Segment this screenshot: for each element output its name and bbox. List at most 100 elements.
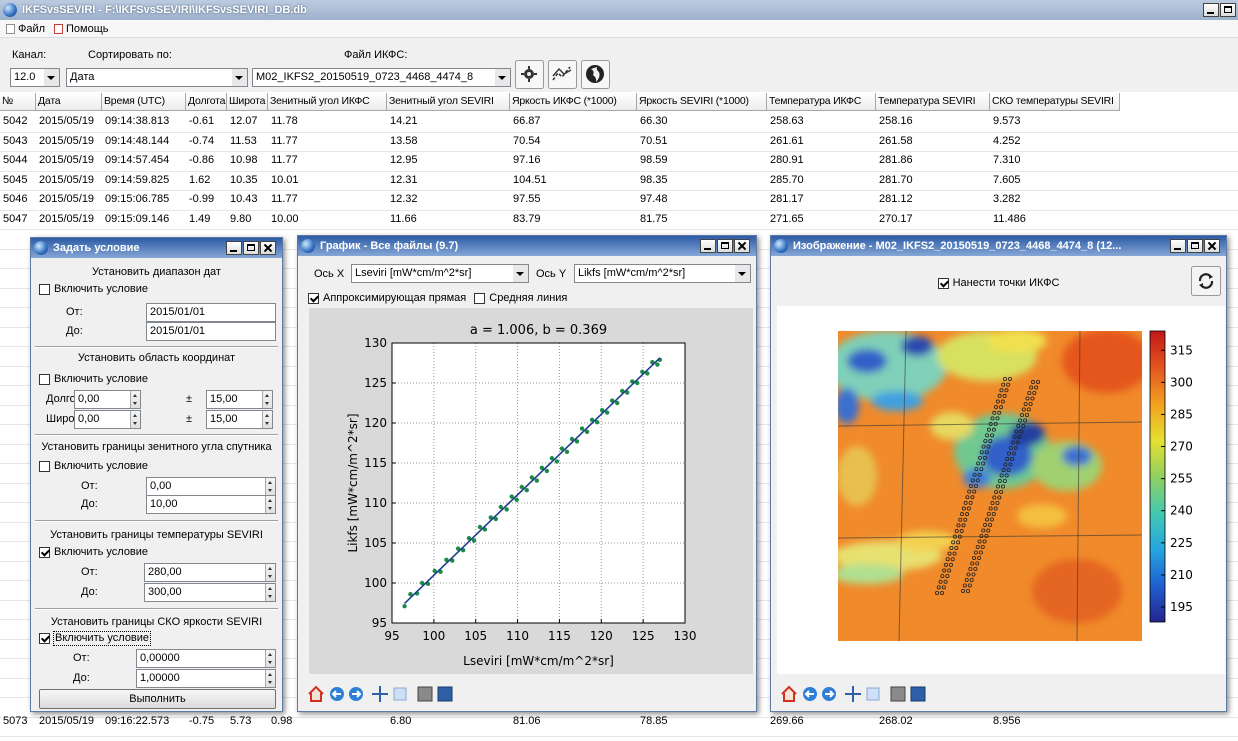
- configure-button[interactable]: [891, 687, 905, 701]
- home-button[interactable]: [309, 687, 323, 701]
- checkbox[interactable]: [39, 374, 50, 385]
- checkbox-label[interactable]: Включить условие: [54, 373, 148, 386]
- close-button[interactable]: [1204, 239, 1220, 253]
- window-title: График - Все файлы (9.7): [320, 239, 696, 253]
- table-cell: 2015/05/19: [39, 132, 102, 151]
- home-button[interactable]: [782, 687, 796, 701]
- checkbox[interactable]: [474, 293, 485, 304]
- spinner[interactable]: [265, 564, 275, 581]
- spinner[interactable]: [265, 670, 275, 687]
- checkbox[interactable]: [308, 293, 319, 304]
- minimize-button[interactable]: [700, 239, 716, 253]
- pan-button[interactable]: [372, 686, 388, 702]
- x-tick-label: 130: [674, 629, 697, 643]
- checkbox[interactable]: [39, 461, 50, 472]
- colorbar: [1150, 331, 1165, 622]
- menu-item[interactable]: Файл: [18, 22, 45, 36]
- scatter-point: [525, 488, 529, 492]
- save-button[interactable]: [911, 687, 925, 701]
- input[interactable]: 280,00: [144, 563, 276, 582]
- settings-button[interactable]: [515, 60, 544, 89]
- input[interactable]: 15,00: [206, 390, 273, 409]
- field-label: От:: [81, 479, 98, 493]
- spinner[interactable]: [130, 411, 140, 428]
- pan-button[interactable]: [845, 686, 861, 702]
- input[interactable]: 2015/01/01: [146, 322, 276, 341]
- scatter-point: [504, 507, 508, 511]
- cloud: [835, 388, 859, 424]
- checkbox-label[interactable]: Включить условие: [54, 283, 148, 296]
- close-button[interactable]: [260, 241, 276, 255]
- table-cell: 12.95: [390, 151, 510, 170]
- file-select[interactable]: M02_IKFS2_20150519_0723_4468_4474_8: [252, 68, 511, 87]
- checkbox[interactable]: [39, 633, 50, 644]
- checkbox-label[interactable]: Включить условие: [54, 546, 148, 559]
- table-cell: 98.35: [640, 171, 767, 190]
- checkbox[interactable]: [39, 547, 50, 558]
- maximize-button[interactable]: [1220, 3, 1236, 17]
- checkbox-label[interactable]: Нанести точки ИКФС: [953, 276, 1060, 290]
- chart-button[interactable]: [548, 60, 577, 89]
- spinner[interactable]: [265, 478, 275, 495]
- zoom-button[interactable]: [867, 688, 879, 700]
- input[interactable]: 0,00: [146, 477, 276, 496]
- input[interactable]: 0,00000: [136, 649, 276, 668]
- close-button[interactable]: [734, 239, 750, 253]
- run-button[interactable]: Выполнить: [39, 689, 276, 709]
- table-cell: 280.91: [770, 151, 876, 170]
- checkbox[interactable]: [39, 284, 50, 295]
- checkbox-label[interactable]: Аппроксимирующая прямая: [323, 291, 466, 305]
- input[interactable]: 2015/01/01: [146, 303, 276, 322]
- input[interactable]: 0,00: [74, 410, 141, 429]
- channel-select[interactable]: 12.0: [10, 68, 60, 87]
- spinner[interactable]: [265, 496, 275, 513]
- input[interactable]: 300,00: [144, 583, 276, 602]
- table-cell: 2015/05/19: [39, 190, 102, 209]
- colorbar-tick-label: 255: [1170, 472, 1193, 486]
- zoom-button[interactable]: [394, 688, 406, 700]
- x-axis-select[interactable]: Lseviri [mW*cm/m^2*sr]: [351, 264, 529, 283]
- spinner[interactable]: [130, 391, 140, 408]
- back-button[interactable]: [803, 687, 817, 701]
- checkbox-label[interactable]: Средняя линия: [489, 291, 567, 305]
- table-cell: 83.79: [513, 210, 637, 229]
- table-cell: 3.282: [993, 190, 1120, 209]
- checkbox-label[interactable]: Включить условие: [54, 460, 148, 473]
- spinner[interactable]: [265, 650, 275, 667]
- minimize-button[interactable]: [1203, 3, 1219, 17]
- cloud: [897, 531, 957, 551]
- checkbox-label[interactable]: Включить условие: [54, 632, 150, 645]
- y-axis-select[interactable]: Likfs [mW*cm/m^2*sr]: [574, 264, 751, 283]
- minimize-button[interactable]: [226, 241, 242, 255]
- minimize-button[interactable]: [1170, 239, 1186, 253]
- spinner[interactable]: [265, 584, 275, 601]
- checkbox-row: Аппроксимирующая прямая: [308, 291, 466, 305]
- maximize-button[interactable]: [1187, 239, 1203, 253]
- table-cell: 269.66: [770, 712, 876, 731]
- maximize-button[interactable]: [243, 241, 259, 255]
- spinner[interactable]: [262, 391, 272, 408]
- map-button[interactable]: [581, 60, 610, 89]
- checkbox[interactable]: [938, 278, 949, 289]
- input[interactable]: 10,00: [146, 495, 276, 514]
- back-button[interactable]: [330, 687, 344, 701]
- plus-minus: ±: [186, 412, 192, 426]
- input[interactable]: 15,00: [206, 410, 273, 429]
- configure-button[interactable]: [418, 687, 432, 701]
- spinner[interactable]: [262, 411, 272, 428]
- y-tick-label: 105: [364, 536, 387, 550]
- input[interactable]: 0,00: [74, 390, 141, 409]
- input[interactable]: 1,00000: [136, 669, 276, 688]
- table-cell: 261.61: [770, 132, 876, 151]
- condition-dialog: Задать условиеУстановить диапазон датВкл…: [30, 237, 283, 712]
- forward-button[interactable]: [822, 687, 836, 701]
- maximize-button[interactable]: [717, 239, 733, 253]
- menu-item[interactable]: Помощь: [66, 22, 109, 36]
- save-button[interactable]: [438, 687, 452, 701]
- table-cell: 81.06: [513, 712, 637, 731]
- scatter-point: [580, 426, 584, 430]
- table-cell: 09:14:38.813: [105, 112, 186, 131]
- sort-select[interactable]: Дата: [66, 68, 248, 87]
- forward-button[interactable]: [349, 687, 363, 701]
- table-cell: 10.35: [230, 171, 268, 190]
